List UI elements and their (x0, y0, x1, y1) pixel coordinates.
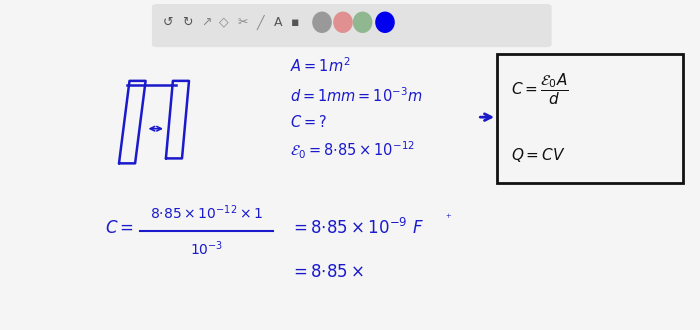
Text: A: A (274, 16, 282, 29)
Ellipse shape (375, 12, 395, 33)
Text: $A = 1m^2$: $A = 1m^2$ (290, 57, 351, 75)
Text: $C = ?$: $C = ?$ (290, 114, 328, 130)
Ellipse shape (333, 12, 353, 33)
Bar (497, 54, 682, 183)
Text: ◇: ◇ (219, 16, 229, 29)
Ellipse shape (312, 12, 332, 33)
Text: ↻: ↻ (182, 16, 193, 29)
Text: ↗: ↗ (202, 16, 211, 29)
Text: ${}^+$: ${}^+$ (444, 213, 453, 223)
Text: ╱: ╱ (257, 15, 264, 30)
FancyBboxPatch shape (152, 4, 552, 47)
Text: ▪: ▪ (291, 16, 300, 29)
Text: $10^{-3}$: $10^{-3}$ (190, 240, 223, 258)
Text: $d = 1mm = 10^{-3}m$: $d = 1mm = 10^{-3}m$ (290, 86, 423, 105)
Text: $= 8{\cdot}85\times10^{-9}\ F$: $= 8{\cdot}85\times10^{-9}\ F$ (290, 218, 424, 238)
Text: $C=$: $C=$ (105, 219, 134, 237)
Text: $C = \dfrac{\mathcal{E}_0 A}{d}$: $C = \dfrac{\mathcal{E}_0 A}{d}$ (511, 71, 568, 107)
Text: ↺: ↺ (162, 16, 174, 29)
Text: $8{\cdot}85\times10^{-12}\times 1$: $8{\cdot}85\times10^{-12}\times 1$ (150, 204, 263, 222)
Text: $\mathcal{E}_0 = 8{\cdot}85\times10^{-12}$: $\mathcal{E}_0 = 8{\cdot}85\times10^{-12… (290, 140, 415, 161)
Ellipse shape (353, 12, 372, 33)
Text: $Q = CV$: $Q = CV$ (511, 146, 566, 164)
Text: $= 8{\cdot}85\times$: $= 8{\cdot}85\times$ (290, 263, 365, 281)
Text: ✂: ✂ (237, 16, 248, 29)
